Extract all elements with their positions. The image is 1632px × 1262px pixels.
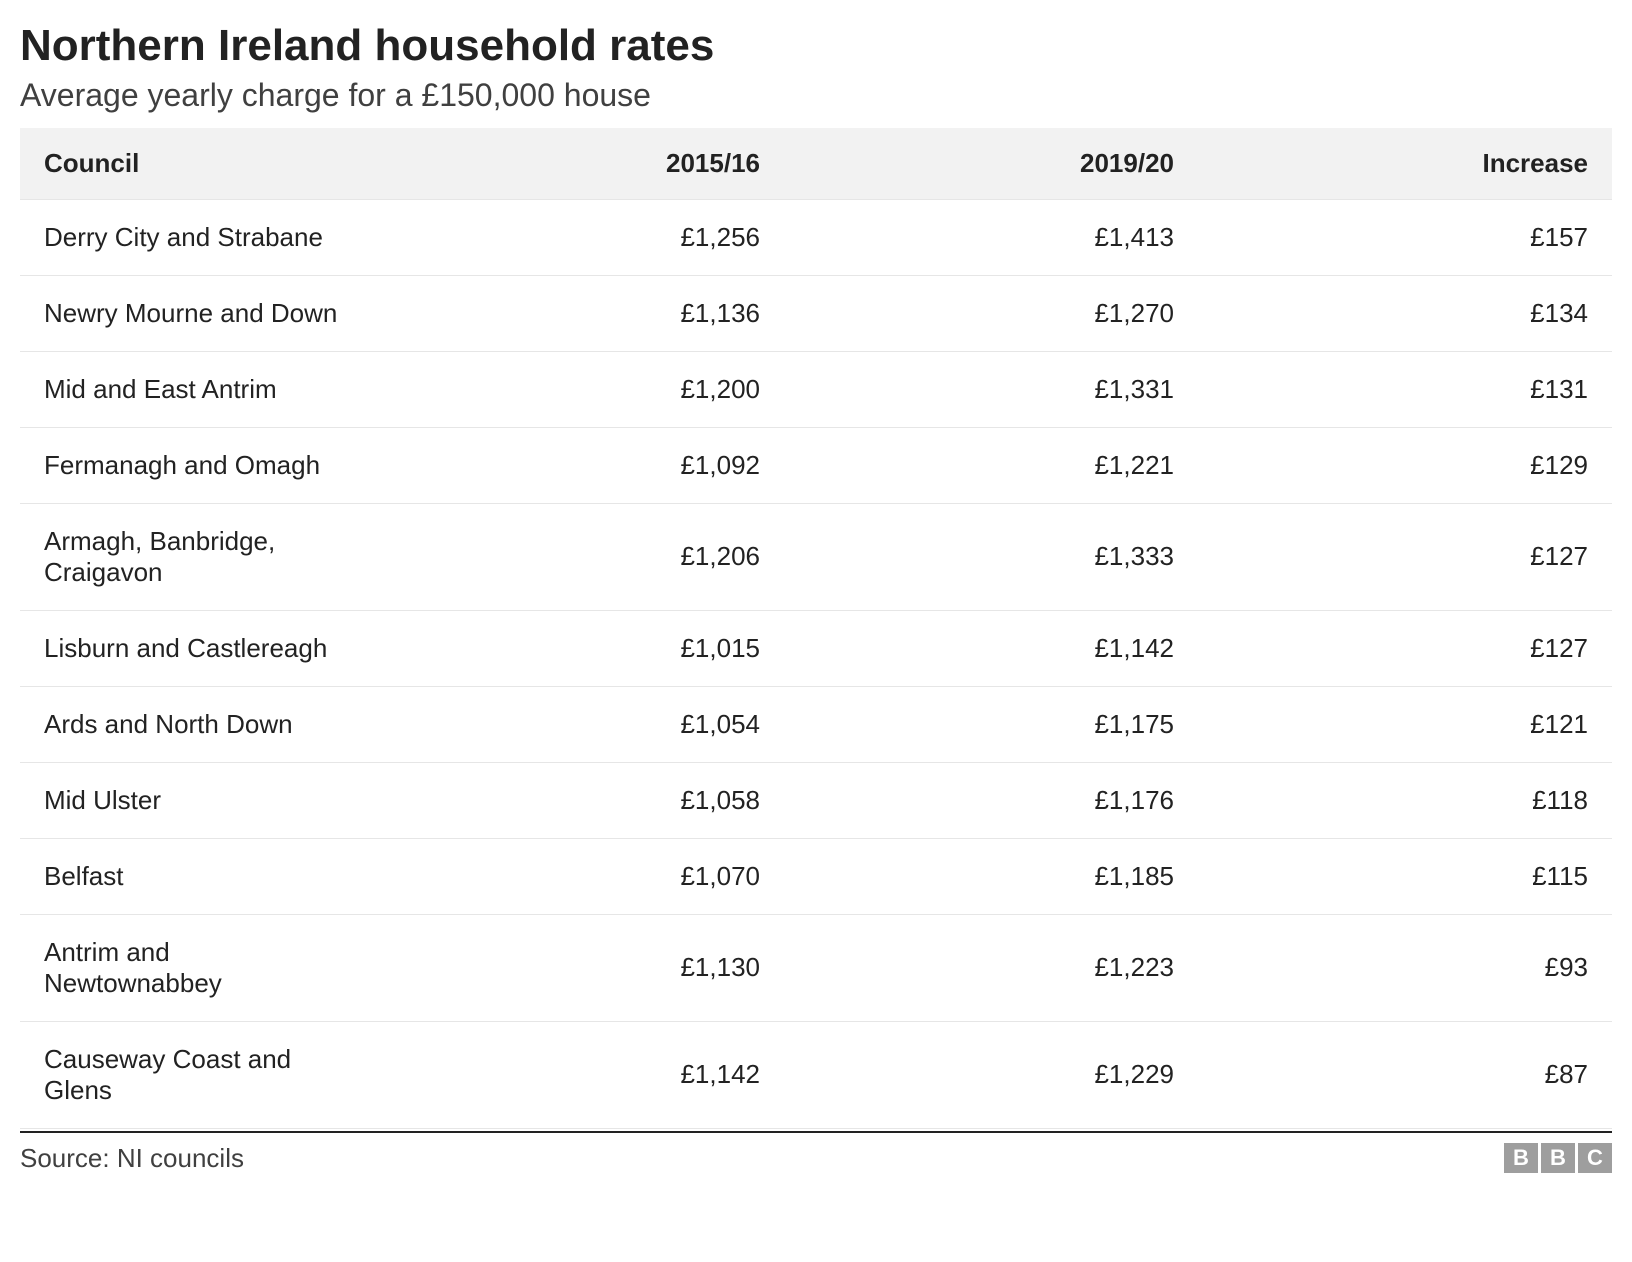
cell-council: Armagh, Banbridge, Craigavon	[20, 503, 370, 610]
cell-2015: £1,206	[370, 503, 784, 610]
cell-increase: £127	[1198, 610, 1612, 686]
cell-increase: £121	[1198, 686, 1612, 762]
cell-2015: £1,256	[370, 199, 784, 275]
table-row: Derry City and Strabane £1,256 £1,413 £1…	[20, 199, 1612, 275]
cell-council: Derry City and Strabane	[20, 199, 370, 275]
cell-2019: £1,176	[784, 762, 1198, 838]
cell-increase: £87	[1198, 1021, 1612, 1128]
cell-2015: £1,058	[370, 762, 784, 838]
cell-increase: £134	[1198, 275, 1612, 351]
cell-2019: £1,333	[784, 503, 1198, 610]
cell-2019: £1,142	[784, 610, 1198, 686]
col-header-2015: 2015/16	[370, 128, 784, 200]
table-row: Lisburn and Castlereagh £1,015 £1,142 £1…	[20, 610, 1612, 686]
cell-2019: £1,223	[784, 914, 1198, 1021]
table-row: Ards and North Down £1,054 £1,175 £121	[20, 686, 1612, 762]
col-header-council: Council	[20, 128, 370, 200]
source-text: Source: NI councils	[20, 1143, 244, 1174]
cell-council: Mid Ulster	[20, 762, 370, 838]
cell-increase: £115	[1198, 838, 1612, 914]
page-subtitle: Average yearly charge for a £150,000 hou…	[20, 77, 1612, 114]
table-row: Antrim and Newtownabbey £1,130 £1,223 £9…	[20, 914, 1612, 1021]
table-row: Newry Mourne and Down £1,136 £1,270 £134	[20, 275, 1612, 351]
cell-increase: £131	[1198, 351, 1612, 427]
cell-increase: £157	[1198, 199, 1612, 275]
cell-2015: £1,015	[370, 610, 784, 686]
cell-council: Mid and East Antrim	[20, 351, 370, 427]
cell-increase: £127	[1198, 503, 1612, 610]
cell-council: Fermanagh and Omagh	[20, 427, 370, 503]
page-title: Northern Ireland household rates	[20, 20, 1612, 73]
cell-increase: £129	[1198, 427, 1612, 503]
cell-council: Belfast	[20, 838, 370, 914]
cell-2019: £1,229	[784, 1021, 1198, 1128]
cell-2015: £1,092	[370, 427, 784, 503]
cell-increase: £118	[1198, 762, 1612, 838]
cell-2019: £1,413	[784, 199, 1198, 275]
rates-table-card: Northern Ireland household rates Average…	[20, 20, 1612, 1174]
table-row: Fermanagh and Omagh £1,092 £1,221 £129	[20, 427, 1612, 503]
cell-council: Newry Mourne and Down	[20, 275, 370, 351]
bbc-letter: C	[1578, 1143, 1612, 1173]
cell-2015: £1,142	[370, 1021, 784, 1128]
table-row: Belfast £1,070 £1,185 £115	[20, 838, 1612, 914]
col-header-increase: Increase	[1198, 128, 1612, 200]
cell-2015: £1,070	[370, 838, 784, 914]
table-row: Mid and East Antrim £1,200 £1,331 £131	[20, 351, 1612, 427]
cell-2019: £1,221	[784, 427, 1198, 503]
col-header-2019: 2019/20	[784, 128, 1198, 200]
cell-2015: £1,200	[370, 351, 784, 427]
cell-increase: £93	[1198, 914, 1612, 1021]
cell-2015: £1,130	[370, 914, 784, 1021]
cell-council: Causeway Coast and Glens	[20, 1021, 370, 1128]
cell-council: Lisburn and Castlereagh	[20, 610, 370, 686]
footer: Source: NI councils B B C	[20, 1131, 1612, 1174]
cell-2019: £1,331	[784, 351, 1198, 427]
cell-2015: £1,136	[370, 275, 784, 351]
cell-2019: £1,175	[784, 686, 1198, 762]
table-row: Mid Ulster £1,058 £1,176 £118	[20, 762, 1612, 838]
cell-council: Antrim and Newtownabbey	[20, 914, 370, 1021]
table-header-row: Council 2015/16 2019/20 Increase	[20, 128, 1612, 200]
cell-council: Ards and North Down	[20, 686, 370, 762]
bbc-letter: B	[1541, 1143, 1575, 1173]
table-row: Armagh, Banbridge, Craigavon £1,206 £1,3…	[20, 503, 1612, 610]
table-row: Causeway Coast and Glens £1,142 £1,229 £…	[20, 1021, 1612, 1128]
cell-2019: £1,270	[784, 275, 1198, 351]
cell-2015: £1,054	[370, 686, 784, 762]
rates-table: Council 2015/16 2019/20 Increase Derry C…	[20, 128, 1612, 1129]
bbc-logo-icon: B B C	[1504, 1143, 1612, 1173]
cell-2019: £1,185	[784, 838, 1198, 914]
bbc-letter: B	[1504, 1143, 1538, 1173]
